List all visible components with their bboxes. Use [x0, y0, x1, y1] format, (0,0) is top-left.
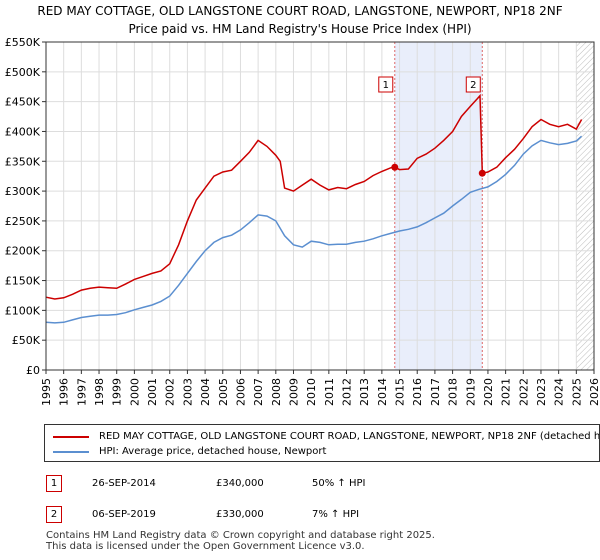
- plot-border: [45, 41, 595, 371]
- x-tick-label: 2008: [270, 378, 283, 406]
- x-tick-label: 2005: [217, 378, 230, 406]
- sale-price: £330,000: [216, 509, 264, 520]
- x-tick-label: 2020: [482, 378, 495, 406]
- x-tick-label: 2018: [447, 378, 460, 406]
- x-tick-label: 2021: [500, 378, 513, 406]
- hpi-line: [45, 135, 583, 324]
- sale-hpi-change: 7% ↑ HPI: [312, 509, 360, 520]
- sale-point: [478, 169, 486, 177]
- sale-label-box: [378, 76, 394, 93]
- property-price-line: [45, 93, 583, 300]
- y-tick-label: £150K: [5, 275, 41, 288]
- sale-period-band: [394, 42, 483, 370]
- x-tick-label: 1997: [75, 378, 88, 406]
- y-tick-label: £400K: [5, 125, 41, 138]
- x-tick-label: 2012: [341, 378, 354, 406]
- x-tick-label: 2007: [252, 378, 265, 406]
- sale-price: £340,000: [216, 478, 264, 489]
- x-tick-label: 2015: [394, 378, 407, 406]
- x-tick-label: 2009: [287, 378, 300, 406]
- legend-label-property: RED MAY COTTAGE, OLD LANGSTONE COURT ROA…: [99, 431, 600, 442]
- x-tick-label: 2014: [376, 378, 389, 406]
- sale-row: 1 26-SEP-2014 £340,000 50% ↑ HPI: [0, 475, 600, 495]
- x-tick-label: 2024: [553, 378, 566, 406]
- x-tick-label: 2019: [464, 378, 477, 406]
- y-tick-label: £50K: [12, 334, 41, 347]
- x-tick-label: 2013: [358, 378, 371, 406]
- x-tick-label: 2026: [588, 378, 600, 406]
- sale-marker-badge: 1: [46, 475, 62, 492]
- x-tick-label: 2002: [164, 378, 177, 406]
- x-tick-label: 2003: [181, 378, 194, 406]
- x-tick-label: 2000: [128, 378, 141, 406]
- x-tick-label: 1995: [40, 378, 53, 406]
- x-tick-label: 2023: [535, 378, 548, 406]
- x-tick-label: 2004: [199, 378, 212, 406]
- sale-marker-badge: 2: [46, 506, 62, 523]
- y-tick-label: £250K: [5, 215, 41, 228]
- sale-point: [391, 163, 399, 171]
- x-tick-label: 2006: [234, 378, 247, 406]
- y-tick-label: £0: [26, 364, 40, 377]
- sale-label-text: 1: [383, 80, 389, 91]
- x-tick-label: 2025: [570, 378, 583, 406]
- x-tick-label: 2016: [411, 378, 424, 406]
- x-tick-label: 2001: [146, 378, 159, 406]
- y-tick-label: £350K: [5, 155, 41, 168]
- y-tick-label: £550K: [5, 36, 41, 49]
- plot-area: [46, 42, 594, 370]
- sale-row: 2 06-SEP-2019 £330,000 7% ↑ HPI: [0, 506, 600, 526]
- sale-date: 06-SEP-2019: [92, 509, 156, 520]
- sale-label-text: 2: [470, 80, 476, 91]
- future-hatch-area: [576, 42, 594, 370]
- y-tick-label: £100K: [5, 304, 41, 317]
- legend-swatch-property: [53, 436, 89, 438]
- legend: RED MAY COTTAGE, OLD LANGSTONE COURT ROA…: [44, 424, 600, 462]
- y-tick-label: £300K: [5, 185, 41, 198]
- x-tick-label: 1998: [93, 378, 106, 406]
- y-tick-label: £200K: [5, 245, 41, 258]
- legend-label-hpi: HPI: Average price, detached house, Newp…: [99, 446, 327, 457]
- price-chart: 1 2 £0 £50K £100K £150K £200K £250K £300K £350K £4…: [5, 36, 600, 406]
- x-tick-label: 2011: [323, 378, 336, 406]
- y-tick-label: £450K: [5, 96, 41, 109]
- x-tick-label: 2010: [305, 378, 318, 406]
- footer-licence: This data is licensed under the Open Gov…: [46, 541, 365, 552]
- y-tick-label: £500K: [5, 66, 41, 79]
- x-tick-label: 1996: [58, 378, 71, 406]
- sale-date: 26-SEP-2014: [92, 478, 156, 489]
- chart-subtitle: Price paid vs. HM Land Registry's House …: [128, 22, 472, 36]
- footer: Contains HM Land Registry data © Crown c…: [46, 530, 435, 552]
- chart-title: RED MAY COTTAGE, OLD LANGSTONE COURT ROA…: [37, 4, 563, 18]
- sale-label-box: [465, 76, 481, 93]
- legend-swatch-hpi: [53, 451, 89, 453]
- x-tick-label: 2022: [517, 378, 530, 406]
- x-tick-label: 1999: [111, 378, 124, 406]
- sale-hpi-change: 50% ↑ HPI: [312, 478, 366, 489]
- footer-copyright: Contains HM Land Registry data © Crown c…: [46, 530, 435, 541]
- x-tick-label: 2017: [429, 378, 442, 406]
